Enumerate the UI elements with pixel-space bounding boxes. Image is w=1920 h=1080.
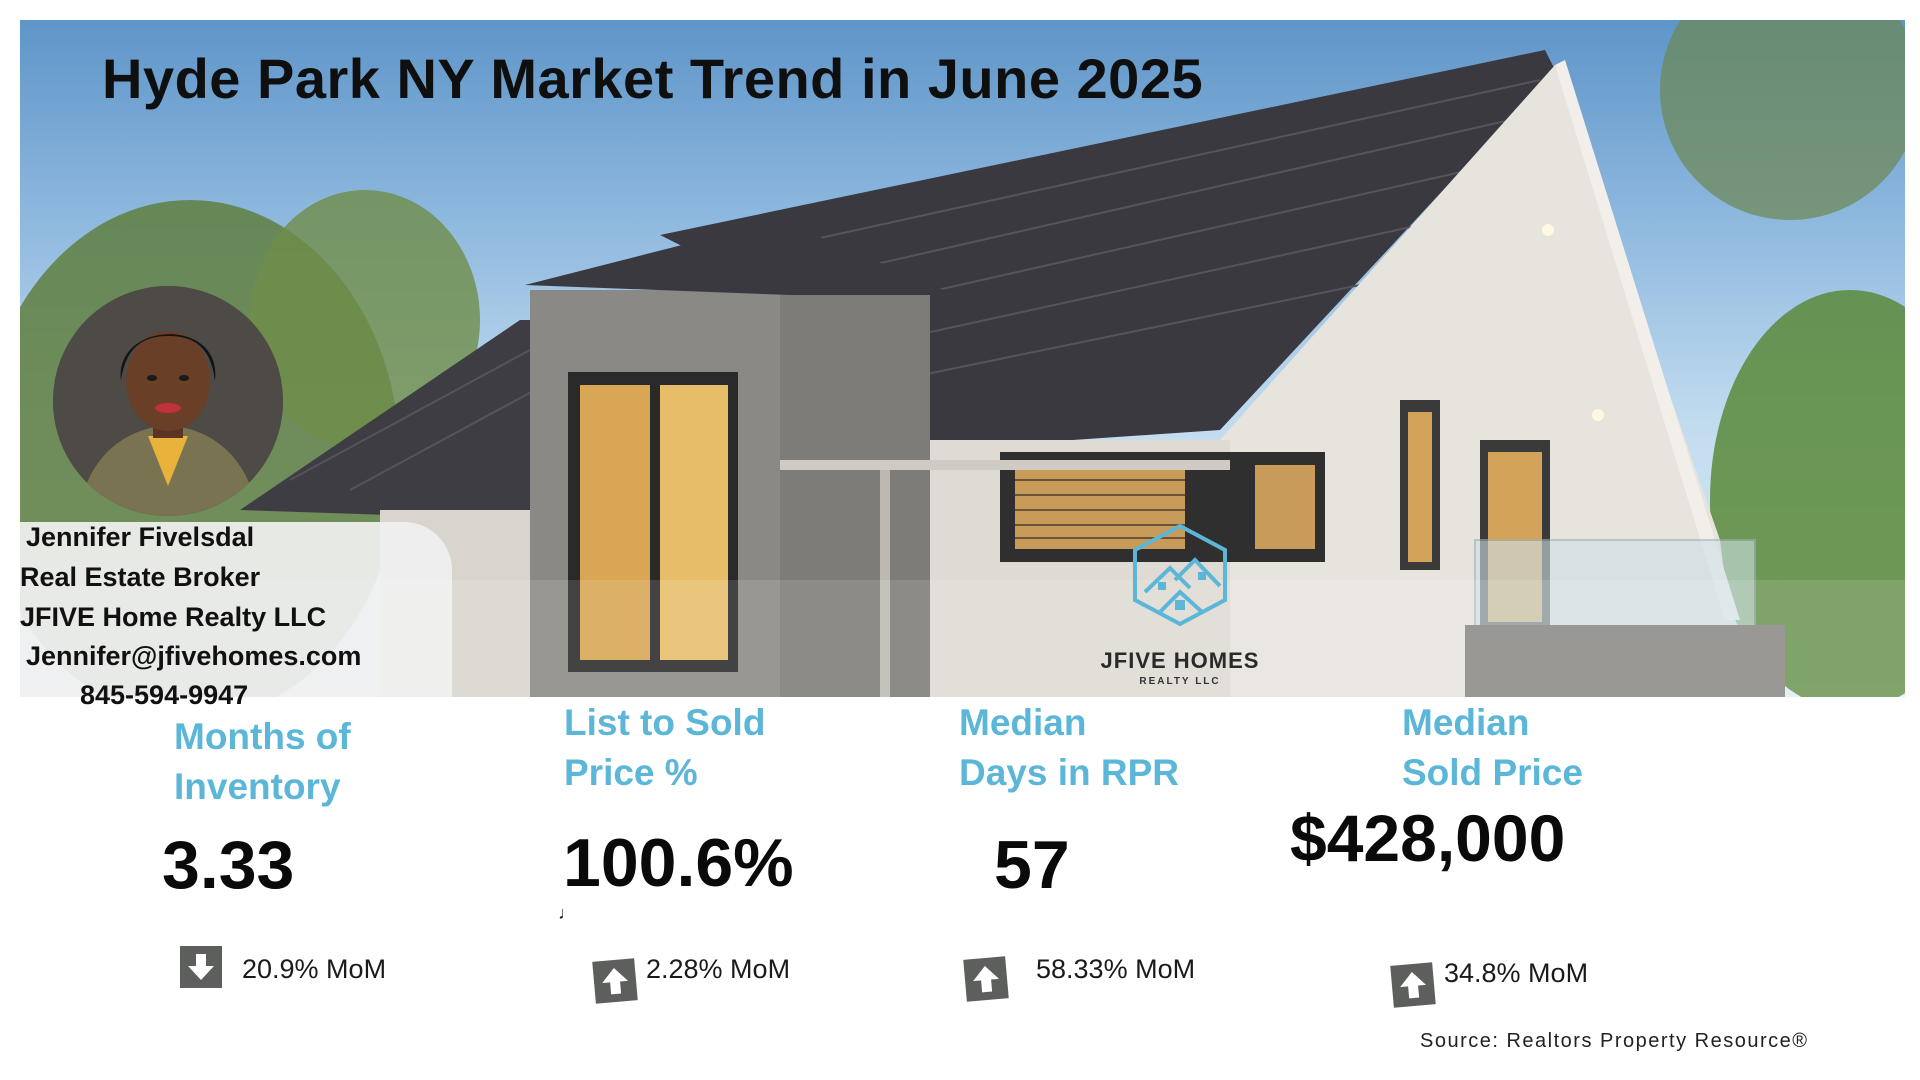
agent-photo bbox=[53, 286, 283, 516]
agent-phone[interactable]: 845-594-9947 bbox=[80, 680, 249, 710]
source-note: Source: Realtors Property Resource® bbox=[1420, 1030, 1809, 1052]
stat-median-sold-price-label: Median Sold Price bbox=[1402, 702, 1583, 793]
arrow-up-icon bbox=[963, 956, 1009, 1002]
arrow-down-icon bbox=[180, 946, 222, 988]
stray-mark: ♩ bbox=[558, 903, 576, 923]
agent-company: JFIVE Home Realty LLC bbox=[20, 602, 327, 632]
logo-name: JFIVE HOMES bbox=[1100, 648, 1260, 673]
agent-contact-card bbox=[20, 522, 452, 697]
stat-median-sold-price-change: 34.8% MoM bbox=[1444, 958, 1589, 988]
page-title: Hyde Park NY Market Trend in June 2025 bbox=[102, 47, 1204, 110]
stat-list-to-sold-label: List to Sold Price % bbox=[564, 702, 766, 793]
logo-subtitle: REALTY LLC bbox=[1139, 676, 1221, 687]
stat-median-sold-price-value: $428,000 bbox=[1290, 801, 1566, 875]
stat-list-to-sold-change: 2.28% MoM bbox=[646, 954, 791, 984]
stat-months-inventory-value: 3.33 bbox=[162, 827, 295, 903]
stat-median-days-label: Median Days in RPR bbox=[959, 702, 1180, 793]
stat-months-inventory-label: Months of Inventory bbox=[174, 716, 351, 807]
houses-hexagon-icon bbox=[1133, 523, 1227, 627]
agent-name: Jennifer Fivelsdal bbox=[26, 522, 255, 552]
arrow-up-icon bbox=[1390, 962, 1436, 1008]
stat-list-to-sold-value: 100.6% bbox=[563, 825, 794, 901]
hero-banner: Hyde Park NY Market Trend in June 2025 bbox=[20, 20, 1905, 697]
arrow-up-icon bbox=[592, 958, 638, 1004]
agent-email[interactable]: Jennifer@jfivehomes.com bbox=[26, 641, 362, 671]
stat-median-days-value: 57 bbox=[994, 827, 1070, 903]
stat-months-inventory-change: 20.9% MoM bbox=[242, 954, 387, 984]
house-illustration bbox=[20, 50, 1905, 697]
agent-role: Real Estate Broker bbox=[20, 562, 261, 592]
stat-median-days-change: 58.33% MoM bbox=[1036, 954, 1196, 984]
